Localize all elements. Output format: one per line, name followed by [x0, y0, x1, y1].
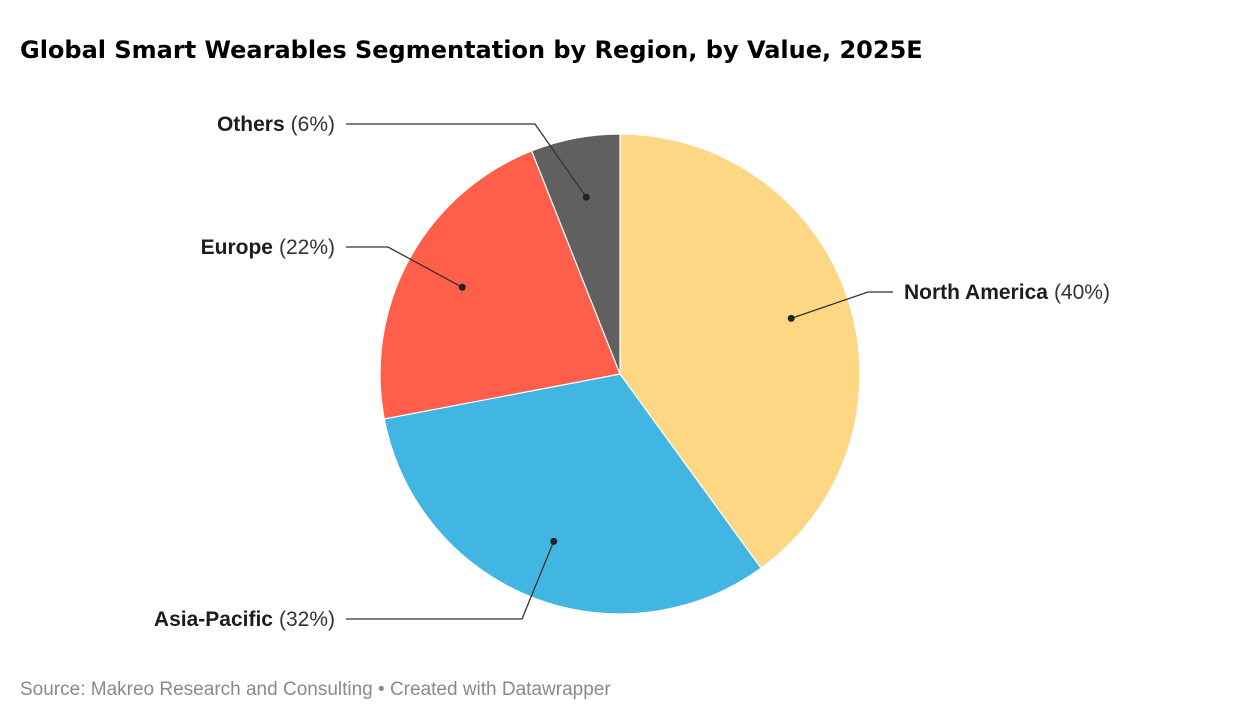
leader-line-asia-pacific	[346, 541, 555, 620]
slice-percent: (32%)	[279, 608, 335, 631]
leader-dot-europe	[458, 283, 466, 291]
pie-slice-north-america	[619, 133, 861, 570]
slice-name: North America	[904, 281, 1048, 304]
slice-name: Asia-Pacific	[154, 608, 273, 631]
slice-label-others: Others (6%)	[217, 113, 335, 136]
leader-line-europe	[346, 246, 463, 288]
leader-dot-north-america	[787, 314, 795, 322]
slice-name: Europe	[201, 236, 273, 259]
chart-title: Global Smart Wearables Segmentation by R…	[20, 36, 923, 64]
slice-label-asia-pacific: Asia-Pacific (32%)	[154, 608, 335, 631]
slice-label-europe: Europe (22%)	[201, 236, 335, 259]
slice-percent: (6%)	[291, 113, 335, 136]
slice-label-north-america: North America (40%)	[904, 281, 1110, 304]
leader-dot-asia-pacific	[550, 537, 558, 545]
leader-line-north-america	[790, 291, 893, 319]
source-note: Source: Makreo Research and Consulting •…	[20, 679, 611, 700]
leader-line-others	[346, 123, 587, 198]
slice-percent: (22%)	[279, 236, 335, 259]
pie-slice-others	[530, 133, 621, 375]
slice-name: Others	[217, 113, 285, 136]
pie-slice-asia-pacific	[383, 373, 762, 615]
slice-percent: (40%)	[1054, 281, 1110, 304]
leader-dot-others	[582, 193, 590, 201]
